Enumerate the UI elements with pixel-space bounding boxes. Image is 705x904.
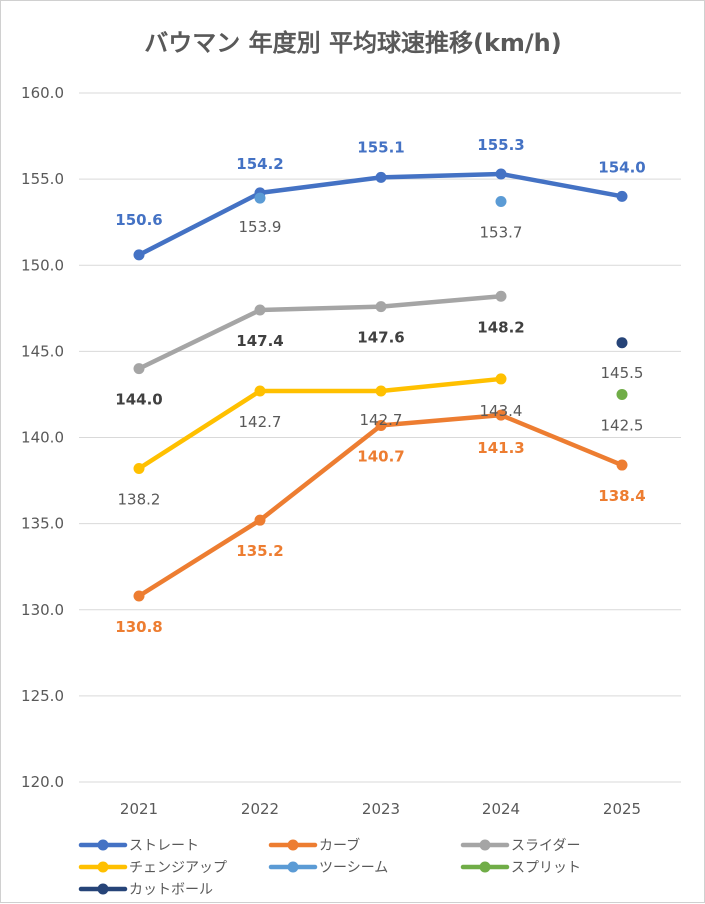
series-line-3 <box>136 376 504 471</box>
legend-label: カットボール <box>129 882 213 898</box>
data-label: 130.8 <box>115 618 162 636</box>
data-point <box>254 304 266 316</box>
data-point <box>616 337 628 349</box>
data-point <box>254 385 266 397</box>
gridlines <box>79 92 681 783</box>
data-point <box>133 590 145 602</box>
y-tick-label: 155.0 <box>21 170 64 188</box>
x-tick-label: 2023 <box>362 800 400 818</box>
data-label: 153.9 <box>239 218 282 236</box>
data-point <box>495 373 507 385</box>
legend-swatch-marker <box>97 883 109 895</box>
legend-label: スプリット <box>511 860 581 876</box>
data-label: 155.3 <box>477 136 524 154</box>
data-label: 144.0 <box>115 391 162 409</box>
y-tick-label: 130.0 <box>21 601 64 619</box>
y-axis-ticks: 120.0 125.0 130.0 135.0 140.0 145.0 150.0 155.0… <box>21 84 64 791</box>
data-label: 145.5 <box>601 364 644 382</box>
data-label: 147.4 <box>236 332 283 350</box>
series-line-0 <box>136 171 625 258</box>
x-tick-label: 2021 <box>120 800 158 818</box>
y-tick-label: 145.0 <box>21 342 64 360</box>
data-label: 142.5 <box>601 416 644 434</box>
data-point <box>375 171 387 183</box>
data-point <box>254 514 266 526</box>
series-layer <box>133 168 628 602</box>
data-point <box>375 301 387 313</box>
data-label: 142.7 <box>360 411 403 429</box>
data-point <box>375 419 387 431</box>
y-tick-label: 150.0 <box>21 256 64 274</box>
y-tick-label: 140.0 <box>21 429 64 447</box>
data-point <box>133 363 145 375</box>
series-line-1 <box>136 412 625 599</box>
data-labels: 150.6 154.2 155.1 155.3 154.0 130.8 135.2 140.7… <box>115 136 645 636</box>
y-tick-label: 120.0 <box>21 773 64 791</box>
data-label: 142.7 <box>239 413 282 431</box>
legend-swatch-marker <box>287 839 299 851</box>
data-label: 135.2 <box>236 542 283 560</box>
legend-label: ツーシーム <box>319 860 388 876</box>
x-tick-label: 2025 <box>603 800 641 818</box>
data-point <box>254 192 266 204</box>
data-label: 140.7 <box>357 447 404 465</box>
data-label: 143.4 <box>480 402 523 420</box>
data-point <box>495 196 507 208</box>
data-point <box>375 385 387 397</box>
data-label: 147.6 <box>357 329 404 347</box>
data-point <box>133 249 145 261</box>
x-tick-label: 2022 <box>241 800 279 818</box>
x-tick-label: 2024 <box>482 800 520 818</box>
legend-swatch-marker <box>287 861 299 873</box>
legend-swatch-marker <box>97 861 109 873</box>
data-label: 148.2 <box>477 318 524 336</box>
data-point <box>495 168 507 180</box>
data-label: 154.0 <box>598 158 645 176</box>
data-label: 138.2 <box>118 491 161 509</box>
data-point <box>616 459 628 471</box>
y-tick-label: 125.0 <box>21 687 64 705</box>
data-label: 138.4 <box>598 487 645 505</box>
y-tick-label: 135.0 <box>21 515 64 533</box>
data-label: 150.6 <box>115 211 162 229</box>
y-tick-label: 160.0 <box>21 84 64 102</box>
legend-label: カーブ <box>319 837 360 854</box>
legend-label: ストレート <box>129 838 199 854</box>
data-point <box>616 388 628 400</box>
data-label: 153.7 <box>480 224 523 242</box>
legend-swatch-marker <box>479 839 491 851</box>
legend-label: スライダー <box>511 838 580 854</box>
data-label: 155.1 <box>357 138 404 156</box>
legend-swatch-marker <box>97 839 109 851</box>
chart-title: バウマン 年度別 平均球速推移(km/h) <box>144 29 561 57</box>
data-label: 141.3 <box>477 439 524 457</box>
x-axis-ticks: 2021 2022 2023 2024 2025 <box>120 800 641 818</box>
series-line-2 <box>136 294 504 371</box>
data-point <box>133 463 145 475</box>
data-point <box>616 190 628 202</box>
legend-label: チェンジアップ <box>129 860 227 876</box>
data-point <box>495 290 507 302</box>
data-point <box>495 409 507 421</box>
legend-swatch-marker <box>479 861 491 873</box>
data-label: 154.2 <box>236 155 283 173</box>
